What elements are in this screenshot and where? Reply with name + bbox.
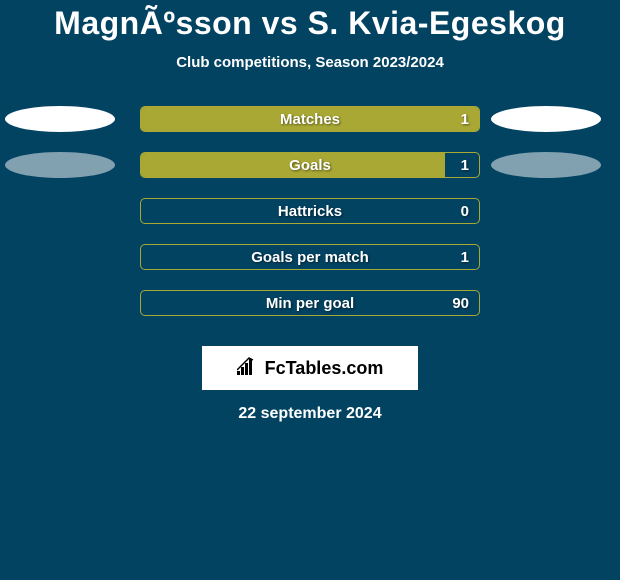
stat-bar: Min per goal90 xyxy=(140,290,480,316)
stat-row: Goals per match1 xyxy=(0,244,620,270)
stat-label: Matches xyxy=(141,107,479,132)
stat-label: Min per goal xyxy=(141,291,479,316)
stat-row: Matches1 xyxy=(0,106,620,132)
date-text: 22 september 2024 xyxy=(0,405,620,423)
stat-value: 0 xyxy=(461,199,469,224)
stat-bar: Goals1 xyxy=(140,152,480,178)
right-marker-ellipse xyxy=(491,152,601,178)
page-subtitle: Club competitions, Season 2023/2024 xyxy=(0,54,620,71)
stat-label: Goals per match xyxy=(141,245,479,270)
stat-row: Hattricks0 xyxy=(0,198,620,224)
stat-row: Goals1 xyxy=(0,152,620,178)
logo-label: FcTables.com xyxy=(265,358,384,379)
stat-bar: Hattricks0 xyxy=(140,198,480,224)
stat-value: 1 xyxy=(461,245,469,270)
stat-row: Min per goal90 xyxy=(0,290,620,316)
stat-bar: Matches1 xyxy=(140,106,480,132)
stat-label: Goals xyxy=(141,153,479,178)
main-container: MagnÃºsson vs S. Kvia-Egeskog Club compe… xyxy=(0,0,620,423)
logo-box: FcTables.com xyxy=(202,346,418,390)
right-marker-ellipse xyxy=(491,106,601,132)
page-title: MagnÃºsson vs S. Kvia-Egeskog xyxy=(0,5,620,42)
logo-text: FcTables.com xyxy=(237,357,384,380)
stat-label: Hattricks xyxy=(141,199,479,224)
stat-value: 1 xyxy=(461,107,469,132)
stat-bar: Goals per match1 xyxy=(140,244,480,270)
stats-section: Matches1Goals1Hattricks0Goals per match1… xyxy=(0,106,620,316)
left-marker-ellipse xyxy=(5,106,115,132)
left-marker-ellipse xyxy=(5,152,115,178)
chart-icon xyxy=(237,357,259,380)
stat-value: 1 xyxy=(461,153,469,178)
stat-value: 90 xyxy=(452,291,469,316)
